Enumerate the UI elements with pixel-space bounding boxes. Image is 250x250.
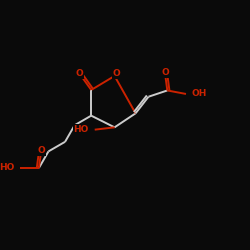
Text: HO: HO bbox=[74, 125, 89, 134]
Text: HO: HO bbox=[0, 164, 14, 172]
Text: O: O bbox=[112, 69, 120, 78]
Text: OH: OH bbox=[192, 90, 207, 98]
Text: O: O bbox=[76, 69, 84, 78]
Text: O: O bbox=[37, 146, 45, 155]
Text: O: O bbox=[161, 68, 169, 78]
